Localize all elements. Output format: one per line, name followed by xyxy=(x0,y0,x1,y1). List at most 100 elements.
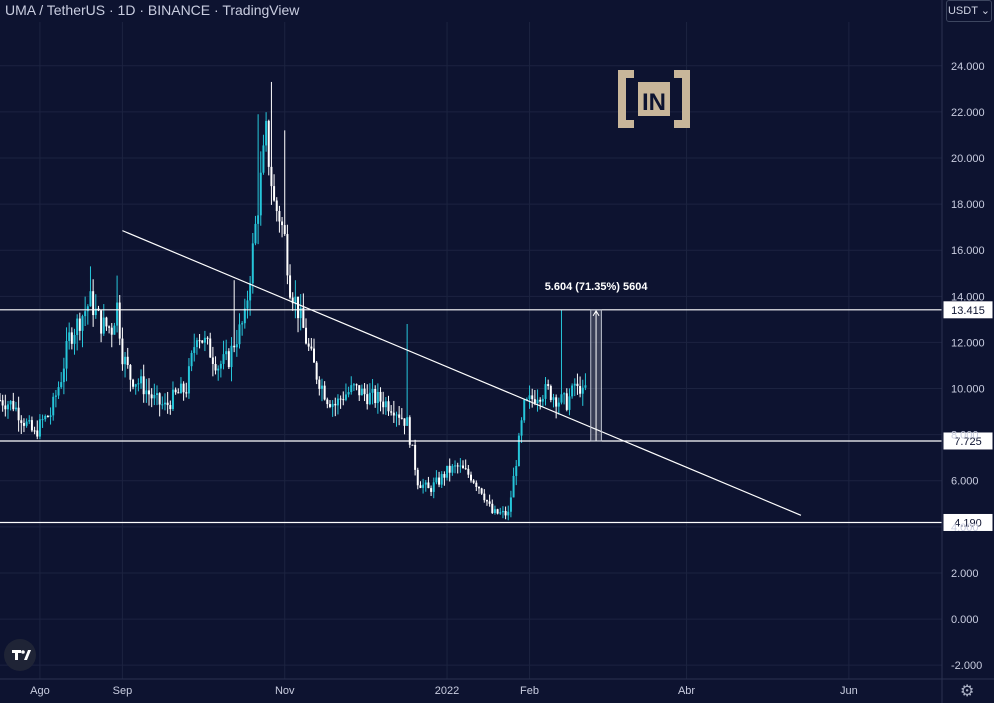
candle-body xyxy=(344,394,347,400)
candle-body xyxy=(243,308,246,324)
y-tick-label: 0.000 xyxy=(951,614,979,626)
y-tick-label: 10.000 xyxy=(951,384,985,396)
candle-body xyxy=(318,379,321,389)
candle-body xyxy=(46,416,49,418)
candle-body xyxy=(547,384,550,387)
candle-body xyxy=(289,275,292,298)
candle-body xyxy=(387,401,390,412)
candle-body xyxy=(73,335,76,344)
candle-body xyxy=(573,383,576,386)
candle-body xyxy=(169,405,172,410)
candle-body xyxy=(525,399,528,401)
candle-body xyxy=(84,311,87,317)
x-tick-label: Ago xyxy=(30,685,50,697)
candle-body xyxy=(233,345,236,348)
candle-body xyxy=(105,317,108,327)
candle-body xyxy=(581,387,584,394)
candle-body xyxy=(278,211,281,222)
candle-body xyxy=(533,399,536,404)
candle-body xyxy=(504,510,507,516)
level-price-label: 7.725 xyxy=(954,436,982,448)
candle-body xyxy=(211,357,214,364)
candle-body xyxy=(259,172,262,216)
chevron-down-icon: ⌄ xyxy=(980,5,991,17)
candle-body xyxy=(179,383,182,394)
candle-body xyxy=(509,497,512,512)
candle-body xyxy=(68,332,71,342)
candle-body xyxy=(198,340,201,342)
candle-body xyxy=(376,391,379,404)
candle-body xyxy=(515,465,518,476)
candle-body xyxy=(203,337,206,343)
candle-body xyxy=(435,477,438,483)
tradingview-logo-icon[interactable] xyxy=(4,639,36,671)
candle-body xyxy=(286,234,289,276)
candle-body xyxy=(153,394,156,399)
candle-body xyxy=(414,444,417,470)
currency-label: USDT xyxy=(947,5,978,17)
candle-body xyxy=(251,243,254,284)
candle-body xyxy=(124,356,127,365)
y-tick-label: 12.000 xyxy=(951,337,985,349)
candle-body xyxy=(395,414,398,416)
candle-body xyxy=(565,393,568,410)
candle-body xyxy=(438,477,441,485)
candle-body xyxy=(568,396,571,410)
candle-body xyxy=(443,474,446,478)
logo-text: IN xyxy=(642,89,666,116)
candle-body xyxy=(225,351,228,355)
candle-body xyxy=(305,327,308,344)
candle-body xyxy=(368,392,371,405)
candle-body xyxy=(78,318,81,331)
candle-body xyxy=(579,386,582,394)
candle-body xyxy=(297,296,300,319)
candle-body xyxy=(14,407,17,410)
candle-body xyxy=(57,387,60,396)
candle-body xyxy=(462,465,465,469)
candle-body xyxy=(190,352,193,367)
candle-body xyxy=(430,488,433,492)
candle-body xyxy=(41,419,44,421)
candle-body xyxy=(33,430,36,432)
x-tick-label: Feb xyxy=(520,685,539,697)
candle-body xyxy=(315,362,318,380)
candle-body xyxy=(406,417,409,426)
candle-body xyxy=(493,509,496,514)
candle-body xyxy=(257,215,260,224)
candle-body xyxy=(17,407,20,421)
gear-icon[interactable]: ⚙ xyxy=(960,683,975,700)
candle-body xyxy=(358,385,361,396)
x-tick-label: Nov xyxy=(275,685,295,697)
y-tick-label: 24.000 xyxy=(951,61,985,73)
candle-body xyxy=(451,465,454,473)
candle-body xyxy=(480,488,483,494)
candle-body xyxy=(374,388,377,404)
candle-body xyxy=(187,366,190,394)
candle-body xyxy=(563,393,566,395)
x-tick-label: Jun xyxy=(840,685,858,697)
candle-body xyxy=(206,337,209,339)
candle-body xyxy=(294,296,297,304)
currency-selector[interactable]: USDT ⌄ xyxy=(946,0,992,22)
candle-body xyxy=(326,399,329,405)
candle-body xyxy=(560,394,563,403)
candle-body xyxy=(116,302,119,326)
level-price-label: 4.190 xyxy=(954,517,982,529)
candle-body xyxy=(549,386,552,400)
candle-body xyxy=(392,412,395,416)
y-tick-label: 8.000 xyxy=(951,430,979,442)
candle-body xyxy=(129,365,132,380)
candle-body xyxy=(12,401,15,410)
candle-body xyxy=(491,503,494,514)
candle-body xyxy=(523,399,526,421)
candle-body xyxy=(4,405,7,410)
candle-body xyxy=(65,341,68,369)
candle-body xyxy=(352,384,355,386)
candle-body xyxy=(108,326,111,328)
candle-body xyxy=(89,291,92,307)
candle-body xyxy=(307,343,310,347)
candle-body xyxy=(209,338,212,358)
candle-body xyxy=(20,420,23,424)
candle-body xyxy=(140,376,143,384)
